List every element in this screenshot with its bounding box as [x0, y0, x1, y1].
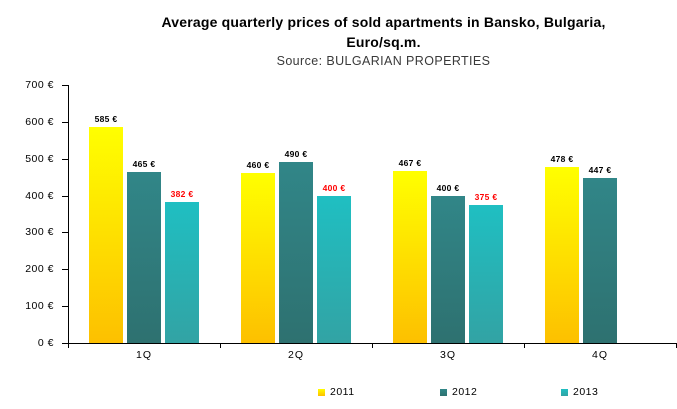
chart-subtitle: Source: BULGARIAN PROPERTIES: [276, 54, 491, 68]
x-axis-tick: [524, 344, 525, 348]
bar-value-label: 382 €: [170, 189, 194, 199]
bar-2012-4Q: [583, 178, 617, 343]
bar-2011-3Q: [393, 171, 427, 343]
x-axis-tick: [372, 344, 373, 348]
y-axis-tick: [62, 159, 68, 160]
x-axis-label: 4Q: [591, 349, 608, 361]
bar-2011-4Q: [545, 167, 579, 343]
y-axis-tick: [62, 343, 68, 344]
chart-title-line-2: Euro/sq.m.: [346, 34, 421, 50]
y-axis-label: 500 €: [25, 152, 54, 165]
y-axis-tick: [62, 196, 68, 197]
y-axis-label: 700 €: [25, 79, 54, 91]
bar-value-label: 400 €: [322, 183, 346, 193]
x-axis-tick: [220, 344, 221, 348]
bar-2012-1Q: [127, 172, 161, 343]
bar-value-label: 465 €: [132, 159, 156, 169]
chart-title-block: Average quarterly prices of sold apartme…: [90, 12, 677, 70]
y-axis-tick: [62, 269, 68, 270]
bar-2013-1Q: [165, 202, 199, 343]
x-axis-tick: [68, 344, 69, 348]
y-axis-tick: [62, 122, 68, 123]
legend-swatch-2012: [440, 388, 447, 396]
y-axis-label: 400 €: [25, 189, 54, 202]
y-axis-label: 300 €: [25, 226, 54, 239]
bar-2013-3Q: [469, 205, 503, 343]
bar-2012-2Q: [279, 162, 313, 343]
y-axis-label: 0 €: [37, 337, 54, 349]
bar-value-label: 375 €: [474, 192, 498, 202]
x-axis-label: 2Q: [287, 349, 304, 361]
legend-label-2012: 2012: [452, 386, 478, 398]
bar-2011-1Q: [89, 127, 123, 343]
x-axis-line: [68, 343, 677, 344]
y-axis-label: 200 €: [25, 263, 54, 276]
chart-title-line-1: Average quarterly prices of sold apartme…: [161, 14, 606, 30]
bar-value-label: 460 €: [246, 160, 270, 170]
x-axis-label: 3Q: [439, 349, 456, 361]
legend-swatch-2013: [561, 388, 568, 396]
y-axis-label: 100 €: [25, 300, 54, 313]
x-axis-label: 1Q: [135, 349, 152, 361]
bar-2013-2Q: [317, 196, 351, 343]
legend-item-2011: 2011: [318, 386, 355, 398]
legend-item-2013: 2013: [561, 386, 598, 398]
bar-value-label: 478 €: [550, 154, 574, 164]
y-axis-tick: [62, 306, 68, 307]
bar-2011-2Q: [241, 173, 275, 343]
bar-value-label: 585 €: [94, 114, 118, 124]
y-axis-label: 600 €: [25, 115, 54, 128]
legend: 2011 2012 2013: [0, 386, 677, 402]
bar-value-label: 400 €: [436, 183, 460, 193]
y-axis-line: [68, 85, 69, 347]
y-axis-tick: [62, 232, 68, 233]
bar-value-label: 490 €: [284, 149, 308, 159]
bar-2012-3Q: [431, 196, 465, 343]
bar-value-label: 447 €: [588, 165, 612, 175]
bar-value-label: 467 €: [398, 158, 422, 168]
legend-label-2013: 2013: [573, 386, 599, 398]
y-axis-tick: [62, 85, 68, 86]
legend-swatch-2011: [318, 388, 325, 396]
legend-item-2012: 2012: [440, 386, 477, 398]
legend-label-2011: 2011: [330, 386, 355, 398]
